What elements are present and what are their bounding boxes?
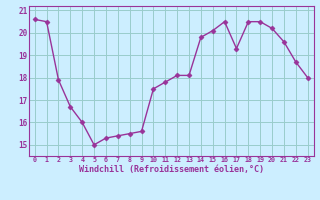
X-axis label: Windchill (Refroidissement éolien,°C): Windchill (Refroidissement éolien,°C) xyxy=(79,165,264,174)
